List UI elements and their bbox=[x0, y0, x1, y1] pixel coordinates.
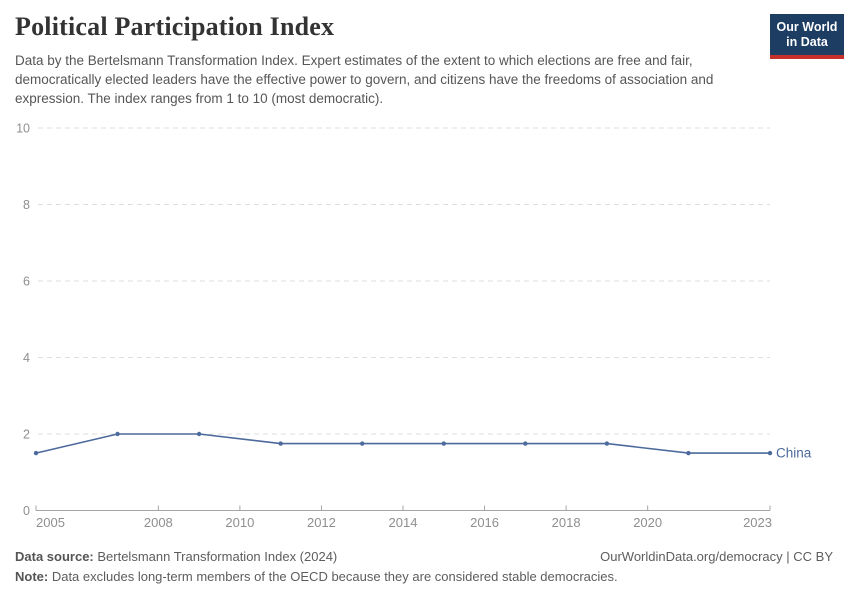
owid-logo-line2: in Data bbox=[786, 35, 828, 49]
series-line-china[interactable] bbox=[35, 433, 770, 454]
data-source-line: Data source: Bertelsmann Transformation … bbox=[15, 547, 337, 567]
y-axis-label-10: 10 bbox=[16, 122, 30, 136]
x-axis-label-2012: 2012 bbox=[307, 515, 336, 530]
data-point-china-2017[interactable] bbox=[523, 441, 528, 446]
x-axis-label-2018: 2018 bbox=[552, 515, 581, 530]
data-point-china-2023[interactable] bbox=[767, 450, 773, 456]
y-axis-label-0: 0 bbox=[23, 504, 30, 518]
y-axis-label-8: 8 bbox=[23, 198, 30, 212]
note-line: Note: Data excludes long-term members of… bbox=[15, 569, 618, 584]
data-point-china-2021[interactable] bbox=[686, 450, 691, 456]
owid-logo-line1: Our World bbox=[776, 20, 838, 34]
line-chart-canvas[interactable]: 0 2 4 6 8 10 2005 2008 2010 2012 2014 2016 2018 2020 2… bbox=[0, 0, 850, 545]
owid-democracy-link[interactable]: OurWorldinData.org/democracy | CC BY bbox=[600, 549, 833, 564]
data-point-china-2005[interactable] bbox=[33, 450, 39, 456]
data-point-china-2013[interactable] bbox=[360, 441, 365, 446]
x-axis-label-2010: 2010 bbox=[225, 515, 254, 530]
data-point-china-2007[interactable] bbox=[115, 431, 120, 437]
data-point-china-2015[interactable] bbox=[441, 441, 446, 446]
note-text: Data excludes long-term members of the O… bbox=[48, 569, 618, 584]
data-point-china-2009[interactable] bbox=[196, 431, 202, 437]
chart-subtitle: Data by the Bertelsmann Transformation I… bbox=[15, 53, 714, 106]
y-axis-label-4: 4 bbox=[23, 351, 30, 365]
owid-logo-stripe bbox=[770, 55, 844, 59]
owid-logo[interactable]: Our World in Data bbox=[770, 14, 844, 59]
note-label: Note: bbox=[15, 569, 49, 584]
data-point-china-2011[interactable] bbox=[278, 441, 283, 446]
x-axis-label-2023: 2023 bbox=[743, 515, 772, 530]
owid-logo-box: Our World in Data bbox=[770, 14, 844, 55]
series-label-china[interactable]: China bbox=[776, 446, 812, 461]
page-title: Political Participation Index bbox=[15, 12, 335, 41]
data-source-text: Bertelsmann Transformation Index (2024) bbox=[93, 549, 338, 564]
x-axis-label-2005: 2005 bbox=[36, 515, 65, 530]
x-axis-label-2008: 2008 bbox=[144, 515, 173, 530]
data-point-china-2019[interactable] bbox=[604, 441, 610, 446]
x-axis-label-2016: 2016 bbox=[470, 515, 499, 530]
chart-footer: Data source: Bertelsmann Transformation … bbox=[15, 547, 833, 587]
data-source-label: Data source: bbox=[15, 549, 94, 564]
y-axis-label-2: 2 bbox=[23, 428, 30, 442]
y-axis-label-6: 6 bbox=[23, 275, 30, 289]
x-axis-label-2020: 2020 bbox=[633, 515, 662, 530]
x-axis-label-2014: 2014 bbox=[389, 515, 418, 530]
